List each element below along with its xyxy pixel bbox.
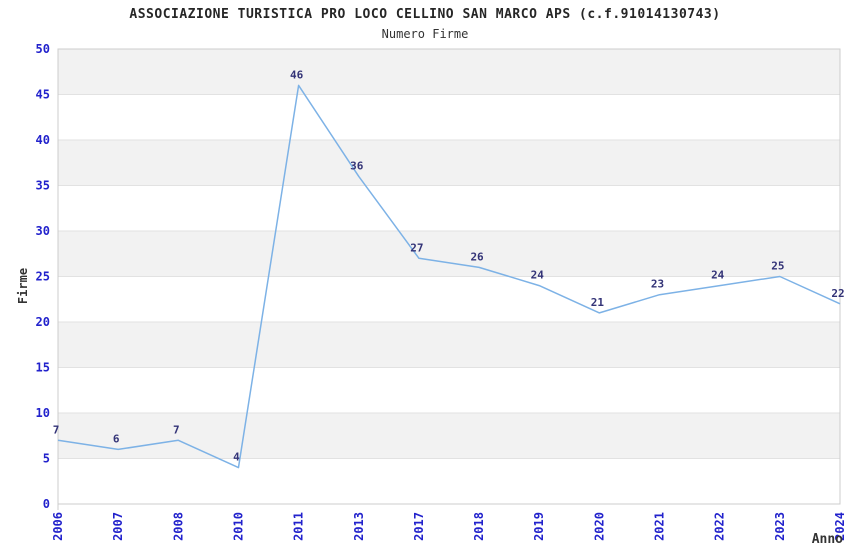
y-tick-label: 20 — [36, 315, 50, 329]
grid-band — [58, 413, 840, 459]
y-tick-label: 30 — [36, 224, 50, 238]
x-tick-label: 2024 — [833, 512, 847, 541]
data-label: 22 — [831, 287, 844, 300]
x-tick-label: 2007 — [111, 512, 125, 541]
grid-band — [58, 49, 840, 95]
x-tick-label: 2018 — [472, 512, 486, 541]
data-label: 46 — [290, 68, 304, 81]
x-tick-label: 2021 — [653, 512, 667, 541]
grid-band — [58, 458, 840, 504]
y-tick-label: 0 — [43, 497, 50, 511]
data-label: 7 — [173, 423, 180, 436]
data-label: 36 — [350, 159, 364, 172]
y-tick-label: 35 — [36, 179, 50, 193]
y-tick-label: 15 — [36, 361, 50, 375]
x-axis-title: Anno — [812, 532, 843, 547]
y-tick-label: 45 — [36, 88, 50, 102]
y-tick-label: 50 — [36, 42, 50, 56]
data-label: 24 — [711, 269, 725, 282]
data-label: 27 — [410, 241, 423, 254]
y-tick-label: 40 — [36, 133, 50, 147]
data-label: 26 — [470, 250, 484, 263]
x-tick-label: 2017 — [412, 512, 426, 541]
data-label: 25 — [771, 260, 784, 273]
x-tick-label: 2013 — [352, 512, 366, 541]
grid-band — [58, 231, 840, 277]
x-tick-label: 2006 — [51, 512, 65, 541]
y-axis-title: Firme — [16, 268, 30, 304]
data-label: 21 — [591, 296, 605, 309]
chart-title: ASSOCIAZIONE TURISTICA PRO LOCO CELLINO … — [129, 7, 721, 22]
grid-band — [58, 276, 840, 322]
x-tick-label: 2023 — [773, 512, 787, 541]
chart-subtitle: Numero Firme — [381, 27, 469, 41]
plot-border — [57, 48, 841, 505]
grid-band — [58, 185, 840, 231]
data-line — [57, 84, 841, 469]
data-label: 7 — [53, 423, 60, 436]
y-tick-label: 25 — [36, 270, 50, 284]
grid-band — [58, 94, 840, 140]
grid-band — [58, 140, 840, 186]
grid-band — [58, 322, 840, 368]
data-label: 4 — [233, 451, 240, 464]
y-tick-label: 10 — [36, 406, 50, 420]
x-tick-label: 2019 — [532, 512, 546, 541]
x-tick-label: 2008 — [171, 512, 185, 541]
y-tick-label: 5 — [43, 452, 50, 466]
x-tick-label: 2011 — [292, 512, 306, 541]
x-tick-label: 2010 — [231, 512, 245, 541]
grid-band — [58, 367, 840, 413]
data-label: 6 — [113, 432, 120, 445]
x-tick-label: 2020 — [592, 512, 606, 541]
x-tick-label: 2022 — [713, 512, 727, 541]
data-label: 23 — [651, 278, 664, 291]
data-label: 24 — [531, 269, 545, 282]
